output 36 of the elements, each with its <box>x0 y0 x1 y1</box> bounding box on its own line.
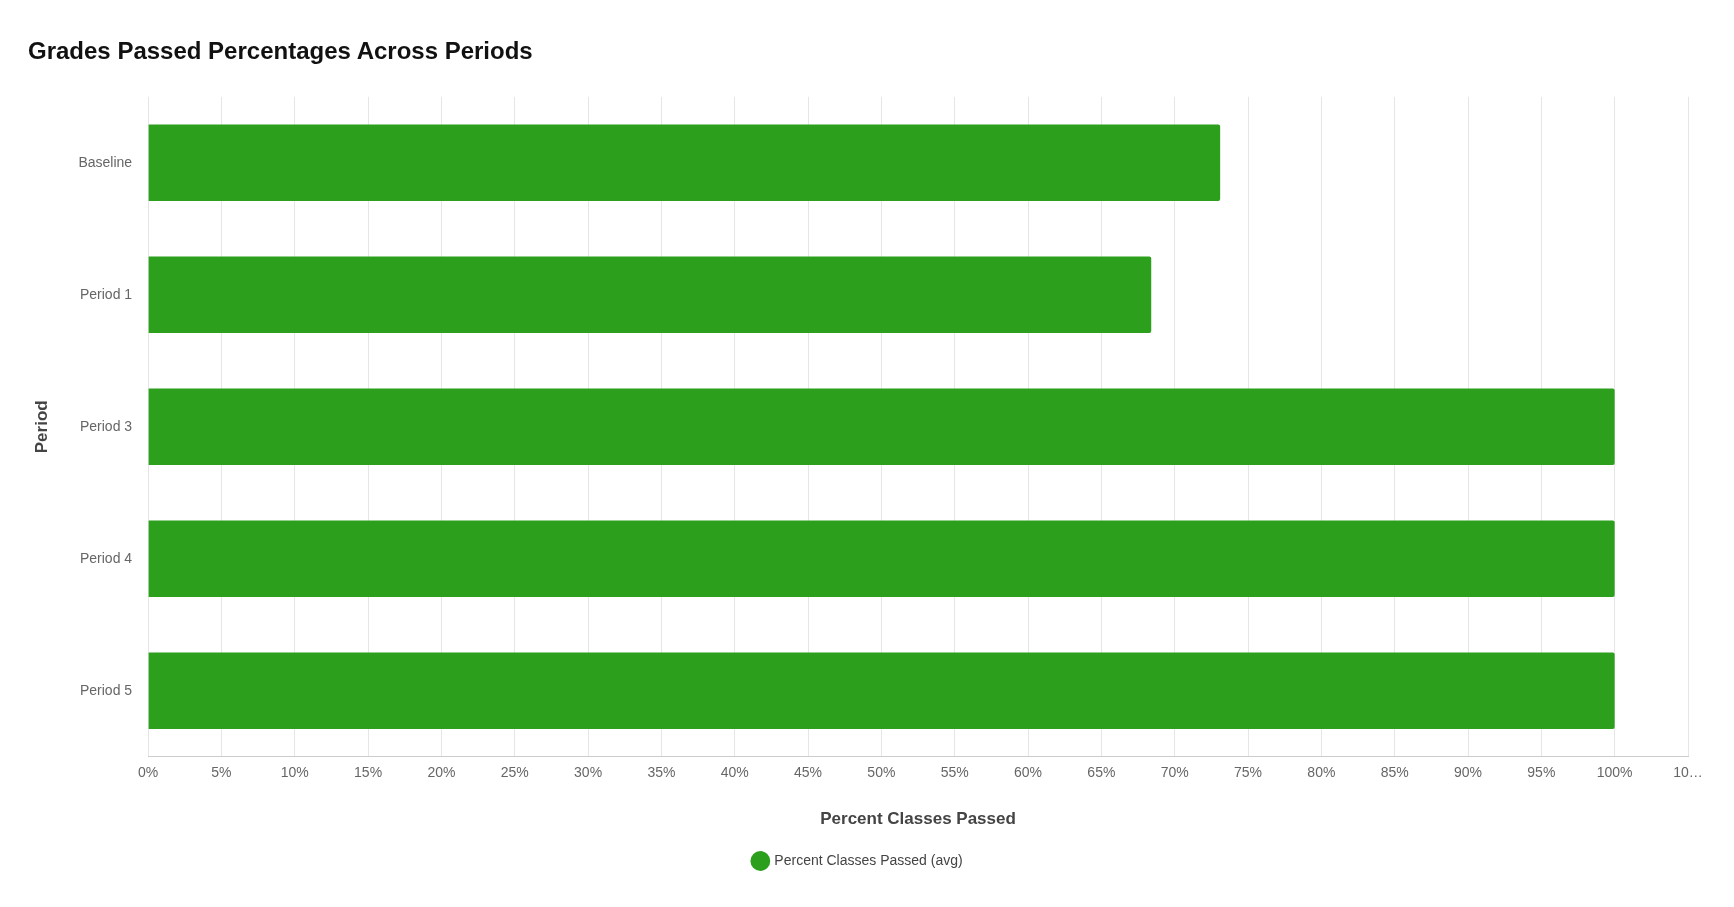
x-tick-label: 10… <box>1673 764 1703 781</box>
y-tick-label: Baseline <box>78 153 133 170</box>
x-tick-label: 20% <box>427 764 456 781</box>
x-axis-title: Percent Classes Passed <box>820 809 1016 829</box>
y-tick-label: Period 1 <box>79 285 133 302</box>
x-tick-label: 15% <box>354 764 383 781</box>
x-tick-label: 40% <box>720 764 749 781</box>
x-tick-label: 30% <box>574 764 603 781</box>
y-tick-label: Period 4 <box>79 549 133 566</box>
x-tick-label: 90% <box>1454 764 1483 781</box>
y-tick-label: Period 3 <box>79 417 133 434</box>
x-tick-label: 95% <box>1527 764 1556 781</box>
x-tick-label: 75% <box>1234 764 1263 781</box>
y-tick-label: Period 5 <box>79 681 133 698</box>
x-tick-label: 10% <box>280 764 309 781</box>
legend-label: Percent Classes Passed (avg) <box>774 851 963 868</box>
x-tick-label: 0% <box>137 764 159 781</box>
bar <box>148 388 1615 466</box>
x-tick-label: 50% <box>867 764 896 781</box>
x-tick-label: 65% <box>1087 764 1116 781</box>
x-tick-label: 100% <box>1596 764 1633 781</box>
x-tick-label: 85% <box>1380 764 1409 781</box>
x-tick-label: 45% <box>794 764 823 781</box>
x-tick-label: 70% <box>1160 764 1189 781</box>
x-tick-label: 60% <box>1014 764 1043 781</box>
bar <box>148 520 1615 598</box>
x-tick-label: 5% <box>211 764 232 781</box>
bar <box>148 652 1615 730</box>
x-tick-label: 35% <box>647 764 676 781</box>
x-tick-label: 25% <box>500 764 529 781</box>
x-tick-label: 80% <box>1307 764 1336 781</box>
bar <box>148 256 1152 334</box>
x-tick-label: 55% <box>940 764 969 781</box>
chart-title: Grades Passed Percentages Across Periods <box>28 37 533 65</box>
y-axis-title: Period <box>31 400 51 454</box>
bar <box>148 124 1221 202</box>
